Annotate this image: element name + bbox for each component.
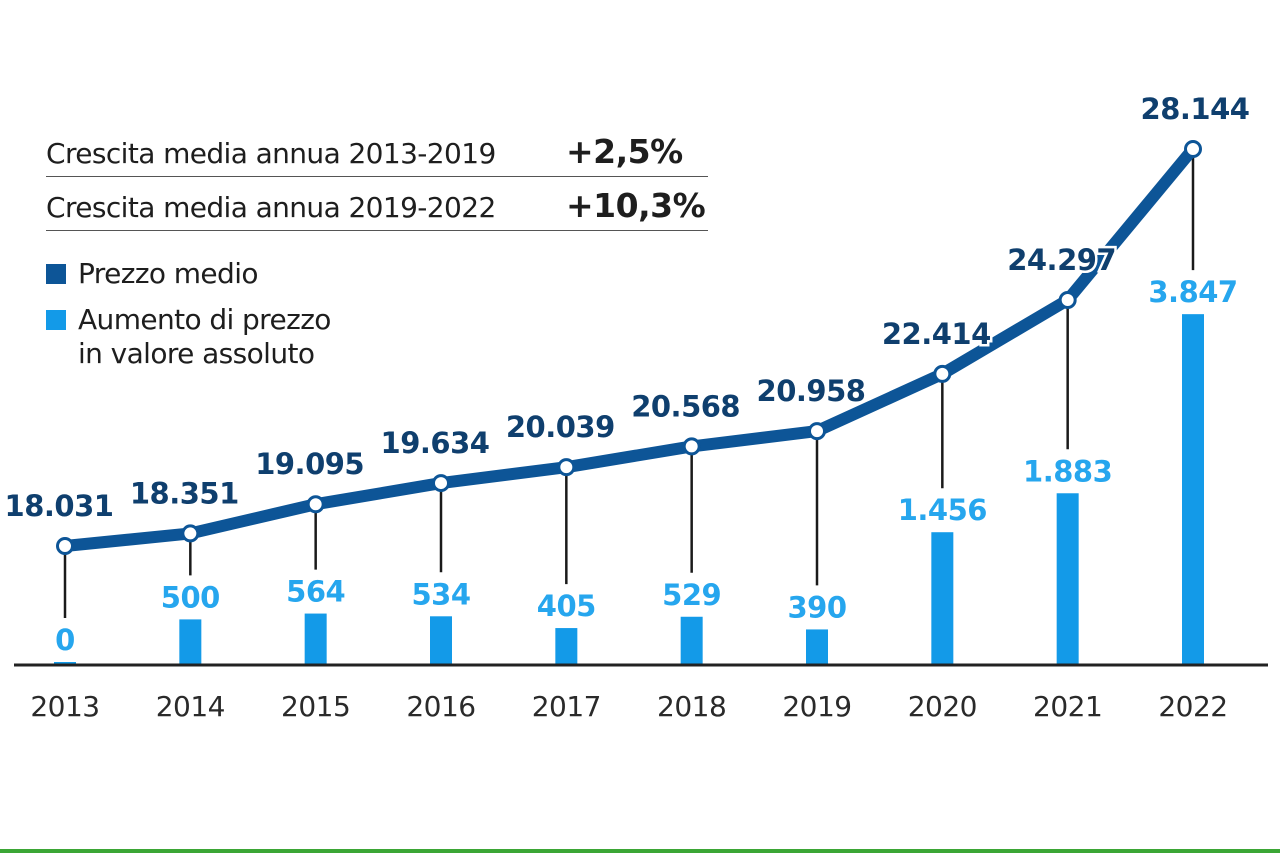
- line-point: [682, 437, 701, 456]
- bar: [680, 616, 703, 665]
- bottom-rule: [0, 849, 1280, 853]
- bar: [806, 629, 828, 665]
- x-tick-label: 2018: [657, 690, 726, 723]
- line-point: [56, 537, 74, 555]
- bar-value-label: 405: [537, 589, 596, 623]
- stats-value: +2,5%: [566, 132, 683, 171]
- x-tick-label: 2014: [156, 690, 225, 723]
- x-tick-label: 2013: [30, 690, 99, 723]
- line-value-label: 19.634: [381, 426, 490, 460]
- x-tick-label: 2017: [532, 690, 601, 723]
- line-value-label: 19.095: [255, 447, 364, 481]
- bar-value-label: 390: [787, 590, 846, 624]
- bar: [179, 619, 202, 665]
- stats-label: Crescita media annua 2013-2019: [46, 137, 496, 170]
- bar: [931, 532, 954, 665]
- line-value-label: 20.568: [631, 389, 740, 423]
- line-point: [306, 495, 325, 514]
- stats-value: +10,3%: [566, 186, 706, 225]
- bar: [555, 628, 578, 665]
- line-point: [1058, 290, 1077, 309]
- bar: [304, 613, 327, 665]
- stats-label: Crescita media annua 2019-2022: [46, 191, 496, 224]
- bar-value-label: 534: [411, 577, 470, 611]
- line-point: [181, 524, 200, 543]
- bar-value-label: 0: [55, 623, 75, 657]
- line-point: [557, 458, 576, 477]
- x-tick-label: 2016: [406, 690, 475, 723]
- bar: [1182, 314, 1204, 665]
- line-point: [1184, 139, 1202, 158]
- line-value-label: 22.414: [882, 317, 991, 351]
- x-tick-label: 2022: [1158, 690, 1227, 723]
- bar-value-label: 1.456: [898, 493, 987, 527]
- bar-value-label: 564: [286, 575, 345, 609]
- line-value-label: 20.958: [757, 374, 866, 408]
- line-value-label: 28.144: [1141, 92, 1250, 126]
- legend-label-bars-cont: in valore assoluto: [78, 337, 315, 370]
- bar-value-label: 529: [662, 578, 721, 612]
- line-point: [933, 364, 952, 383]
- line-point: [808, 422, 826, 441]
- line-value-label: 18.031: [5, 489, 114, 523]
- line-value-label: 18.351: [130, 476, 239, 510]
- x-tick-label: 2021: [1033, 690, 1102, 723]
- x-tick-label: 2019: [782, 690, 851, 723]
- bar: [430, 616, 452, 665]
- bar-value-label: 500: [161, 580, 220, 614]
- stats-row-1: Crescita media annua 2013-2019 +2,5%: [46, 132, 708, 177]
- line-point: [432, 474, 450, 493]
- price-line: [59, 142, 1199, 552]
- line-value-label: 24.297: [1007, 243, 1116, 277]
- legend-swatch-bars: [46, 310, 66, 330]
- bar: [1056, 493, 1079, 665]
- legend-swatch-line: [46, 264, 66, 284]
- bar-value-label: 3.847: [1148, 275, 1237, 309]
- legend-label-bars: Aumento di prezzo: [78, 303, 331, 336]
- x-tick-label: 2015: [281, 690, 350, 723]
- bar-value-label: 1.883: [1023, 454, 1112, 488]
- line-value-label: 20.039: [506, 410, 615, 444]
- legend-label-line: Prezzo medio: [78, 257, 259, 290]
- x-tick-label: 2020: [908, 690, 977, 723]
- stats-row-2: Crescita media annua 2019-2022 +10,3%: [46, 186, 708, 231]
